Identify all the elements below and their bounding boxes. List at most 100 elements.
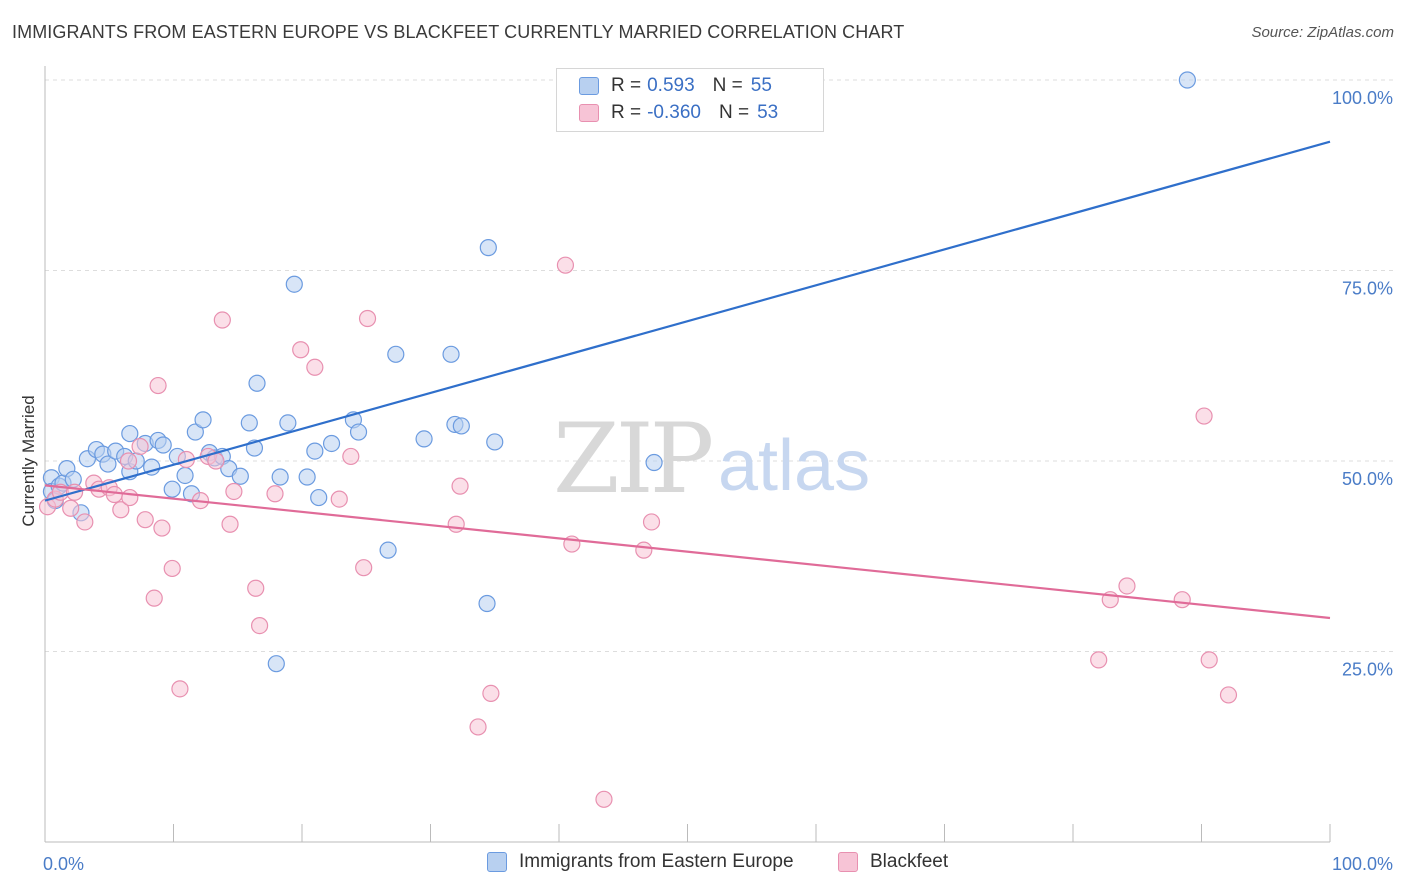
- data-point-blue: [121, 424, 139, 443]
- data-point-pink: [121, 488, 139, 507]
- y-axis-label: Currently Married: [19, 395, 38, 526]
- source-credit: Source: ZipAtlas.com: [1251, 24, 1394, 41]
- data-point-pink: [153, 519, 171, 537]
- label-layer: 25.0% 50.0% 75.0% 100.0% 0.0% 100.0% Currently…: [19, 88, 1393, 874]
- data-point-pink: [1090, 651, 1108, 669]
- data-point-pink: [306, 358, 324, 376]
- data-point-blue: [452, 417, 470, 435]
- data-point-pink: [247, 579, 265, 597]
- data-point-blue: [267, 655, 285, 673]
- axis-layer: [44, 66, 1331, 843]
- data-point-pink: [556, 256, 575, 274]
- trend-line-pink: [44, 484, 1331, 620]
- trend-layer: [44, 140, 1331, 620]
- data-point-blue: [248, 374, 266, 392]
- data-point-pink: [330, 490, 348, 508]
- legend-swatch-blue: [579, 77, 599, 95]
- y-tick-label: 75.0%: [1342, 279, 1393, 299]
- legend-row-pink: R = -0.360 N = 53: [579, 100, 778, 126]
- data-point-pink: [112, 501, 130, 519]
- data-point-pink: [635, 541, 653, 559]
- data-point-pink: [469, 718, 487, 736]
- data-point-blue: [442, 345, 460, 363]
- watermark-atlas: atlas: [718, 426, 870, 506]
- x-tick-label: 100.0%: [1332, 854, 1393, 874]
- series-legend-item-eastern-europe[interactable]: Immigrants from Eastern Europe: [487, 851, 794, 873]
- data-point-pink: [266, 485, 284, 503]
- legend-n-label: N =: [712, 75, 743, 96]
- data-point-pink: [1195, 407, 1213, 425]
- data-point-pink: [62, 499, 80, 517]
- watermark: ZIP atlas: [553, 403, 870, 515]
- data-point-blue: [479, 239, 497, 257]
- series-legend-label: Immigrants from Eastern Europe: [519, 851, 794, 872]
- points-layer: [38, 71, 1238, 808]
- data-point-blue: [240, 414, 258, 432]
- data-point-blue: [478, 594, 496, 613]
- data-point-blue: [415, 430, 433, 448]
- data-point-pink: [163, 559, 181, 578]
- data-point-blue: [154, 436, 172, 454]
- data-point-pink: [1173, 591, 1191, 609]
- stats-legend: R = 0.593 N = 55 R = -0.360 N = 53: [556, 68, 824, 132]
- data-point-blue: [379, 541, 397, 559]
- legend-row-blue: R = 0.593 N = 55: [579, 73, 772, 99]
- data-point-blue: [194, 411, 212, 429]
- data-point-pink: [358, 309, 377, 328]
- data-point-pink: [105, 485, 123, 504]
- data-point-pink: [447, 515, 465, 533]
- chart-title: IMMIGRANTS FROM EASTERN EUROPE VS BLACKF…: [12, 22, 905, 42]
- data-point-pink: [595, 790, 613, 808]
- x-tick-label: 0.0%: [43, 854, 84, 874]
- data-point-pink: [451, 477, 469, 495]
- y-tick-label: 100.0%: [1332, 88, 1393, 108]
- legend-swatch-pink: [579, 104, 599, 122]
- data-point-pink: [76, 513, 94, 531]
- series-legend: Immigrants from Eastern Europe Blackfeet: [0, 851, 1406, 879]
- legend-r-label: R =: [611, 102, 642, 123]
- series-legend-label: Blackfeet: [870, 851, 949, 872]
- data-point-pink: [221, 515, 239, 533]
- series-swatch-pink: [838, 852, 858, 872]
- legend-r-value: 0.593: [647, 75, 695, 96]
- data-point-blue: [387, 345, 405, 363]
- data-point-blue: [271, 468, 289, 486]
- data-point-blue: [176, 466, 194, 485]
- data-point-pink: [1118, 577, 1136, 595]
- y-tick-label: 25.0%: [1342, 660, 1393, 680]
- trend-line-blue: [44, 140, 1331, 502]
- data-point-blue: [310, 488, 328, 507]
- data-point-blue: [186, 423, 204, 441]
- data-point-blue: [306, 442, 324, 460]
- series-legend-item-blackfeet[interactable]: Blackfeet: [838, 851, 948, 873]
- data-point-pink: [642, 513, 661, 531]
- data-point-blue: [322, 434, 341, 453]
- data-point-pink: [250, 616, 269, 635]
- data-point-pink: [225, 482, 243, 501]
- data-point-blue: [99, 455, 117, 473]
- data-point-pink: [213, 311, 231, 329]
- data-point-blue: [231, 467, 249, 485]
- data-point-pink: [1219, 686, 1238, 704]
- data-point-blue: [349, 423, 368, 441]
- data-point-pink: [292, 341, 310, 359]
- data-point-blue: [1178, 71, 1196, 89]
- data-point-blue: [163, 480, 181, 498]
- data-point-blue: [645, 453, 663, 472]
- y-tick-label: 50.0%: [1342, 469, 1393, 489]
- data-point-pink: [145, 589, 163, 607]
- series-swatch-blue: [487, 852, 507, 872]
- data-point-pink: [482, 684, 500, 703]
- data-point-blue: [279, 414, 297, 432]
- data-point-pink: [1200, 651, 1218, 669]
- data-point-blue: [486, 433, 504, 451]
- legend-n-value: 55: [750, 75, 772, 96]
- data-point-blue: [298, 468, 316, 486]
- grid-layer: [45, 79, 1393, 652]
- data-point-pink: [119, 452, 138, 470]
- data-point-pink: [342, 447, 360, 466]
- watermark-zip: ZIP: [553, 403, 712, 515]
- legend-n-value: 53: [757, 102, 779, 123]
- legend-n-label: N =: [718, 102, 750, 123]
